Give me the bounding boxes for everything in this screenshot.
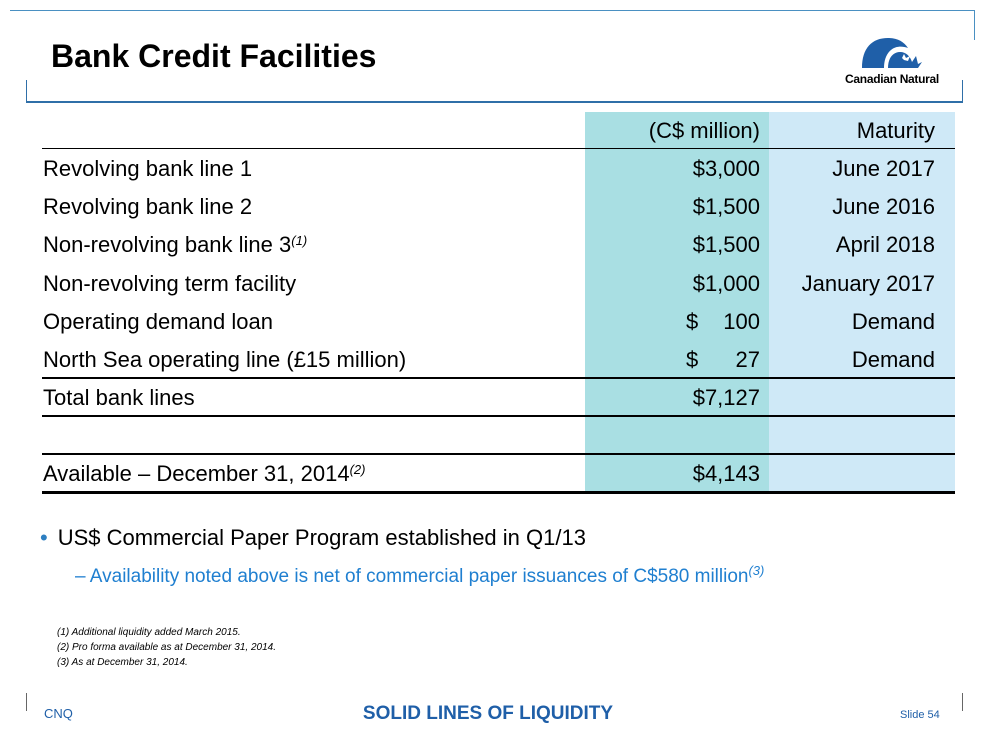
available-label: Available – December 31, 2014(2) xyxy=(43,461,366,486)
table-row: Revolving bank line 2 $1,500 June 2016 xyxy=(0,188,1003,226)
footnote: (2) Pro forma available as at December 3… xyxy=(57,642,276,653)
row-label: Revolving bank line 1 xyxy=(43,156,253,181)
frame-right-border xyxy=(974,10,975,40)
row-maturity: Demand xyxy=(851,309,935,334)
footnote: (1) Additional liquidity added March 201… xyxy=(57,627,241,638)
row-label: North Sea operating line (£15 million) xyxy=(43,347,407,372)
row-label: Revolving bank line 2 xyxy=(43,194,253,219)
maturity-column-header: Maturity xyxy=(856,118,935,143)
total-divider xyxy=(42,377,955,379)
footnote-marker: (1) xyxy=(291,233,308,248)
currency-symbol: $ xyxy=(686,347,699,372)
currency-symbol: $ xyxy=(686,309,699,334)
footer-right-border xyxy=(962,693,963,711)
available-row: Available – December 31, 2014(2) $4,143 xyxy=(0,455,1003,493)
row-amount: $100 xyxy=(686,309,760,334)
row-amount: $27 xyxy=(686,347,760,372)
table-row: North Sea operating line (£15 million) $… xyxy=(0,341,1003,379)
row-amount: $1,500 xyxy=(692,194,760,219)
footnotes: (1) Additional liquidity added March 201… xyxy=(57,625,276,670)
table-row: Non-revolving bank line 3(1) $1,500 Apri… xyxy=(0,226,1003,264)
title-box-left-border xyxy=(26,80,27,102)
available-amount: $4,143 xyxy=(692,461,760,486)
table-row: Operating demand loan $100 Demand xyxy=(0,303,1003,341)
title-box-bottom-border xyxy=(26,101,963,103)
table-row: Non-revolving term facility $1,000 Janua… xyxy=(0,265,1003,303)
row-amount: $3,000 xyxy=(692,156,760,181)
bullet-sub: – Availability noted above is net of com… xyxy=(75,563,765,587)
slide-number: Slide 54 xyxy=(900,709,940,721)
row-maturity: June 2016 xyxy=(832,194,935,219)
bullet-dot-icon: • xyxy=(40,525,48,550)
row-maturity: April 2018 xyxy=(835,232,935,257)
footnote-marker: (3) xyxy=(748,563,765,578)
available-top-divider xyxy=(42,453,955,455)
footnote-marker: (2) xyxy=(349,462,366,477)
row-label: Non-revolving bank line 3(1) xyxy=(43,232,308,257)
total-label: Total bank lines xyxy=(43,385,195,410)
page-title: Bank Credit Facilities xyxy=(51,38,377,74)
row-maturity: June 2017 xyxy=(832,156,935,181)
total-row: Total bank lines $7,127 xyxy=(0,379,1003,417)
footer-tagline: SOLID LINES OF LIQUIDITY xyxy=(362,703,614,724)
row-maturity: Demand xyxy=(851,347,935,372)
row-label: Operating demand loan xyxy=(43,309,273,334)
table-row: Revolving bank line 1 $3,000 June 2017 xyxy=(0,150,1003,188)
maturity-column-band xyxy=(769,112,955,492)
header-divider xyxy=(42,148,955,149)
amount-column-header: (C$ million) xyxy=(648,118,760,143)
row-amount: $1,500 xyxy=(692,232,760,257)
logo-text: Canadian Natural xyxy=(845,72,939,86)
total-amount: $7,127 xyxy=(692,385,760,410)
row-label: Non-revolving term facility xyxy=(43,271,297,296)
bullet-main: • US$ Commercial Paper Program establishe… xyxy=(40,525,586,550)
available-bottom-divider xyxy=(42,491,955,494)
footer-left-border xyxy=(26,693,27,711)
frame-top-border xyxy=(10,10,974,11)
footnote: (3) As at December 31, 2014. xyxy=(57,657,188,668)
table-header-row: (C$ million) Maturity xyxy=(0,112,1003,150)
total-bottom-divider xyxy=(42,415,955,417)
company-logo: Canadian Natural xyxy=(832,34,952,90)
footer-ticker: CNQ xyxy=(44,706,73,721)
row-amount: $1,000 xyxy=(692,271,760,296)
title-box-right-border xyxy=(962,80,963,102)
logo-icon xyxy=(862,38,922,68)
amount-column-band xyxy=(585,112,769,492)
row-maturity: January 2017 xyxy=(801,271,935,296)
